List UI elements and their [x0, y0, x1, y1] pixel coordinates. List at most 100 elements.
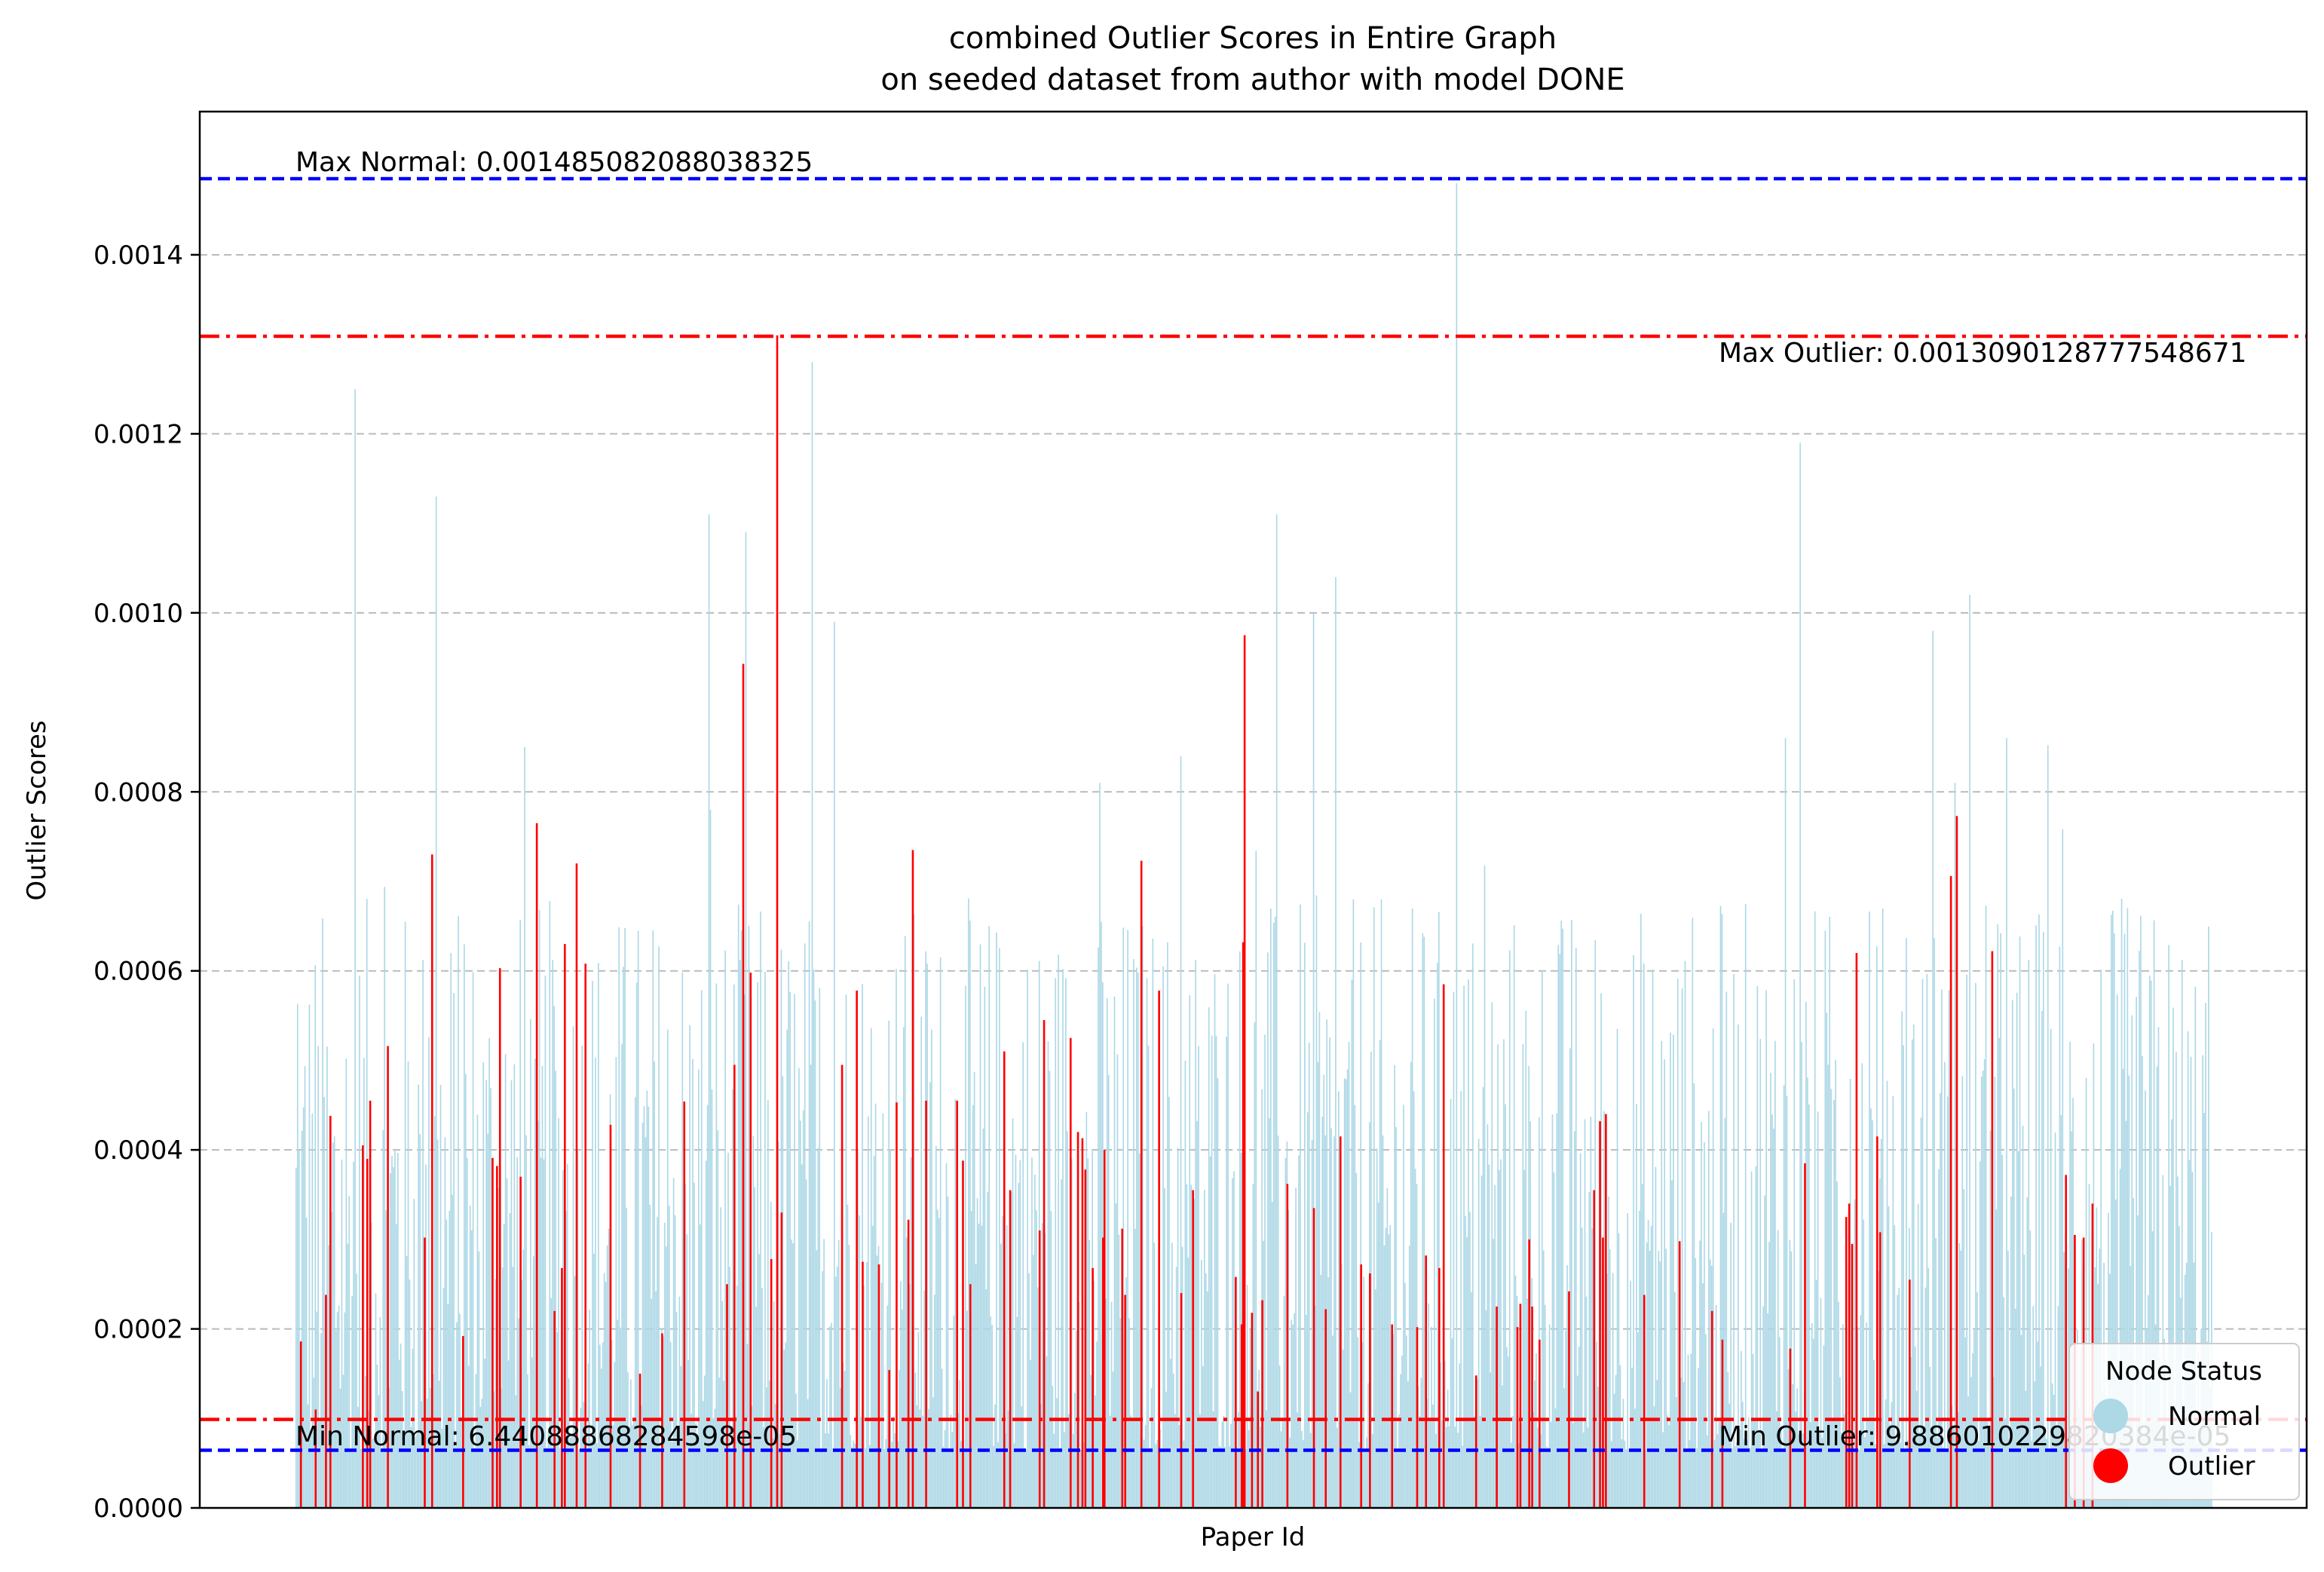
y-axis-label: Outlier Scores [22, 720, 52, 900]
normal-bar [1434, 998, 1435, 1508]
normal-bar [867, 1116, 869, 1508]
outlier-bar [1605, 1114, 1607, 1508]
normal-bar [407, 1061, 409, 1508]
normal-bar [1701, 1122, 1702, 1508]
normal-bar [920, 1016, 923, 1508]
normal-bar [304, 1066, 306, 1508]
normal-bar [1482, 1086, 1484, 1508]
normal-bar [1569, 1048, 1571, 1508]
normal-bar [1159, 1429, 1161, 1508]
y-tick-label: 0.0008 [93, 777, 183, 807]
outlier-bar [329, 1116, 332, 1508]
normal-bar [1670, 1032, 1671, 1508]
normal-bar [774, 1404, 776, 1508]
normal-bar [1457, 1433, 1459, 1508]
normal-bar [979, 944, 981, 1508]
normal-bar [1556, 1113, 1558, 1508]
normal-bar [1852, 1445, 1854, 1508]
normal-bar [501, 1267, 504, 1508]
normal-bar [1836, 1181, 1838, 1508]
normal-bar [328, 1245, 329, 1508]
normal-bar [1758, 1430, 1760, 1508]
normal-bar [428, 1037, 430, 1508]
normal-bar [994, 1404, 996, 1508]
normal-bar [1448, 1426, 1450, 1508]
normal-bar [1976, 1292, 1978, 1508]
normal-bar [307, 1404, 309, 1508]
normal-bar [2011, 1000, 2013, 1508]
normal-bar [341, 1159, 343, 1508]
normal-bar [1309, 1433, 1312, 1508]
normal-bar [1733, 974, 1735, 1508]
normal-bar [1609, 1249, 1611, 1508]
normal-bar [866, 1261, 868, 1508]
normal-bar [1652, 969, 1654, 1508]
normal-bar [525, 1135, 527, 1508]
outlier-bar [907, 1219, 910, 1508]
normal-bar [789, 991, 791, 1508]
normal-bar [373, 1438, 375, 1508]
normal-bar [518, 1318, 520, 1508]
normal-bar [1168, 1096, 1170, 1508]
normal-bar [1985, 906, 1987, 1508]
outlier-bar [956, 1100, 958, 1508]
normal-bar [1190, 1184, 1193, 1508]
normal-bar [1314, 1305, 1316, 1508]
normal-bar [1059, 1448, 1061, 1508]
normal-bar [427, 1399, 428, 1508]
normal-bar [1525, 1010, 1527, 1508]
normal-bar [1413, 1091, 1415, 1508]
normal-bar [1647, 1220, 1649, 1508]
normal-bar [672, 1178, 675, 1508]
normal-bar [1539, 1117, 1540, 1508]
normal-bar [1085, 1111, 1088, 1508]
normal-bar [990, 1316, 992, 1508]
normal-bar [939, 957, 942, 1508]
normal-bar [1636, 1104, 1637, 1508]
outlier-bar [1076, 1132, 1079, 1508]
normal-bar [350, 1448, 352, 1508]
normal-bar [1024, 1448, 1025, 1508]
normal-bar [538, 909, 540, 1508]
normal-bar [2145, 1090, 2146, 1508]
normal-bar [1187, 1257, 1190, 1508]
normal-bar [1573, 1131, 1575, 1508]
normal-bar [2001, 1154, 2003, 1508]
normal-bar [929, 1082, 931, 1508]
normal-bar [1923, 1441, 1925, 1508]
normal-bar [1587, 1427, 1589, 1508]
normal-bar [2054, 1132, 2056, 1508]
normal-bar [1621, 1439, 1623, 1508]
normal-bar [1494, 1184, 1496, 1508]
normal-bar [1924, 1287, 1927, 1508]
normal-bar [1695, 1258, 1697, 1508]
normal-bar [2057, 1306, 2059, 1508]
normal-bar [472, 972, 474, 1508]
normal-bar [1149, 1448, 1151, 1508]
normal-bar [1447, 1390, 1449, 1508]
normal-bar [1911, 1039, 1913, 1508]
normal-bar [1456, 182, 1458, 1509]
normal-bar [1426, 1399, 1428, 1508]
outlier-bar [962, 1160, 964, 1508]
outlier-bar [1391, 1324, 1394, 1508]
normal-bar [565, 1210, 567, 1508]
normal-bar [1180, 755, 1182, 1508]
normal-bar [700, 990, 703, 1508]
normal-bar [1904, 1449, 1906, 1508]
normal-bar [1921, 979, 1924, 1508]
normal-bar [718, 1377, 721, 1508]
normal-bar [1548, 1324, 1551, 1508]
normal-bar [654, 1062, 656, 1508]
normal-bar [1463, 985, 1465, 1508]
normal-bar [590, 1440, 592, 1508]
normal-bar [1863, 1219, 1865, 1508]
normal-bar [1064, 1432, 1065, 1508]
min-normal-label: Min Normal: 6.44088868284598e-05 [295, 1421, 797, 1452]
normal-bar [1792, 1384, 1794, 1508]
normal-bar [1035, 1210, 1037, 1508]
normal-bar [1308, 1042, 1310, 1508]
normal-bar [1838, 1301, 1839, 1508]
normal-bar [1664, 1059, 1665, 1508]
normal-bar [487, 1133, 488, 1508]
